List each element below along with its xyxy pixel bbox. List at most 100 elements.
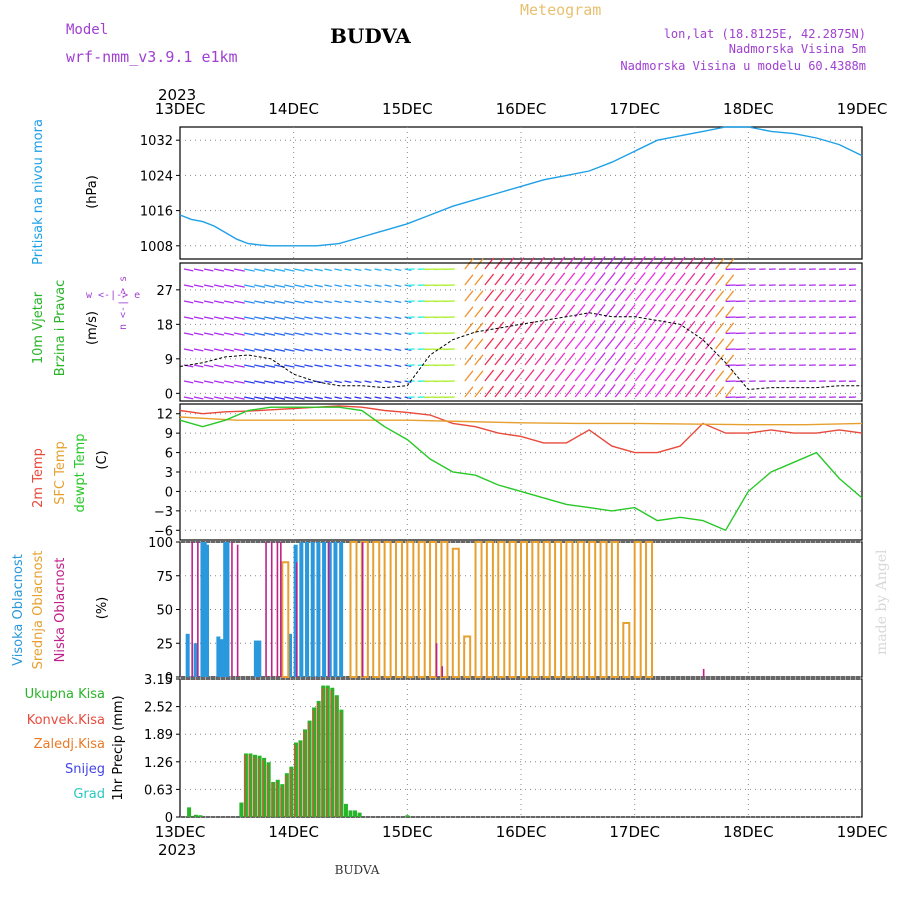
wind-arrow (304, 380, 313, 384)
wind-arrow (614, 320, 626, 334)
wind-arrow (504, 321, 515, 334)
wind-arrow (324, 348, 332, 352)
cloud-bar (702, 668, 705, 677)
wind-arrow (514, 385, 525, 398)
cloud-bar (316, 542, 321, 677)
wind-arrow (684, 320, 696, 334)
wind-arrow (574, 368, 586, 382)
x-tick-label-top: 15DEC (382, 100, 433, 118)
wind-arrow (374, 348, 382, 352)
wind-arrow (344, 300, 352, 304)
wind-arrow (494, 385, 505, 398)
wind-arrow (274, 268, 286, 272)
wind-arrow (213, 268, 225, 272)
wind-arrow (304, 316, 313, 320)
wind-arrow-field (183, 256, 856, 400)
cloud-low-title: Niska Oblacnost (53, 558, 68, 663)
wind-arrow (474, 370, 484, 382)
wind-arrow (274, 300, 286, 304)
wind-arrow (324, 396, 332, 400)
wind-arrow (314, 348, 323, 352)
temperature-ytick-label: 12 (156, 408, 173, 423)
wind-arrow (203, 396, 214, 400)
wind-arrow (324, 284, 332, 288)
wind-arrow (544, 304, 555, 318)
precip-bar (257, 757, 260, 817)
wind-arrow (524, 321, 535, 334)
pressure-ytick-label: 1024 (140, 169, 173, 184)
wind-arrow (254, 364, 266, 368)
wind-arrow (354, 380, 362, 384)
wind-arrow (324, 332, 332, 336)
wind-arrow (234, 348, 245, 352)
wind-arrow (344, 380, 352, 384)
wind-arrow (554, 272, 566, 286)
wind-arrow (574, 320, 586, 334)
wind-direction-key-vertical: n <-|-> s (118, 276, 129, 330)
wind-arrow (494, 321, 505, 334)
wind-arrow (344, 268, 352, 272)
wind-arrow (384, 284, 392, 288)
cloud-bar (463, 635, 472, 678)
wind-arrow (354, 300, 362, 304)
wind-arrow (474, 338, 484, 350)
wind-arrow (474, 290, 484, 302)
wind-arrow (725, 338, 735, 350)
clouds-ytick-label: 100 (148, 536, 173, 551)
wind-arrow (314, 332, 323, 336)
precip-bar (303, 731, 306, 817)
wind-arrow (324, 300, 332, 304)
wind-arrow (234, 396, 245, 400)
cloud-bar (520, 541, 528, 678)
wind-arrow (384, 316, 392, 320)
wind-arrow (324, 364, 332, 368)
wind-arrow (213, 284, 225, 288)
wind-arrow (594, 336, 606, 350)
wind-arrow (394, 332, 402, 335)
wind-arrow (354, 284, 362, 288)
wind-arrow (474, 354, 484, 366)
cloud-bar (280, 542, 282, 677)
wind-arrow (344, 284, 352, 288)
wind-arrow (654, 304, 666, 318)
wind-arrow (524, 273, 535, 286)
precip-bar (253, 754, 258, 817)
dewpt-title: dewpt Temp (73, 433, 88, 512)
wind-arrow (674, 336, 686, 350)
wind-arrow (234, 300, 245, 304)
wind-arrow (223, 396, 235, 400)
temperature-ytick-label: 9 (165, 427, 173, 442)
wind-arrow (344, 396, 352, 400)
wind-arrow (374, 300, 382, 304)
wind-arrow (584, 336, 596, 350)
wind-arrow (364, 396, 372, 400)
temperature-ytick-label: 6 (165, 447, 173, 462)
wind-arrow (594, 304, 606, 318)
wind-arrow (684, 304, 696, 318)
wind-arrow (604, 384, 616, 398)
wind-arrow (514, 337, 525, 350)
wind-arrow (514, 353, 525, 366)
cloud-bar (645, 541, 654, 678)
pressure-ytick-label: 1032 (140, 134, 173, 149)
wind-arrow (494, 337, 505, 350)
precip-bar (353, 810, 358, 817)
wind-arrow (534, 320, 545, 334)
cloud-bar (531, 541, 540, 678)
wind-arrow (564, 336, 576, 350)
precip-legend-conv: Konvek.Kisa (27, 713, 105, 728)
wind-arrow (494, 289, 505, 302)
wind-arrow (594, 288, 606, 302)
precip-bar (307, 722, 310, 817)
pressure-title: Pritisak na nivou mora (31, 119, 46, 265)
wind-arrow (284, 332, 295, 336)
wind-arrow (213, 380, 225, 384)
wind-direction-key: w <-|-> e (86, 290, 140, 301)
wind-arrow (715, 386, 725, 398)
wind-arrow (534, 352, 545, 366)
wind-arrow (464, 306, 474, 318)
wind-arrow (534, 304, 545, 318)
precip-bar (330, 689, 333, 817)
wind-arrow (234, 316, 245, 320)
wind-arrow (284, 284, 295, 288)
